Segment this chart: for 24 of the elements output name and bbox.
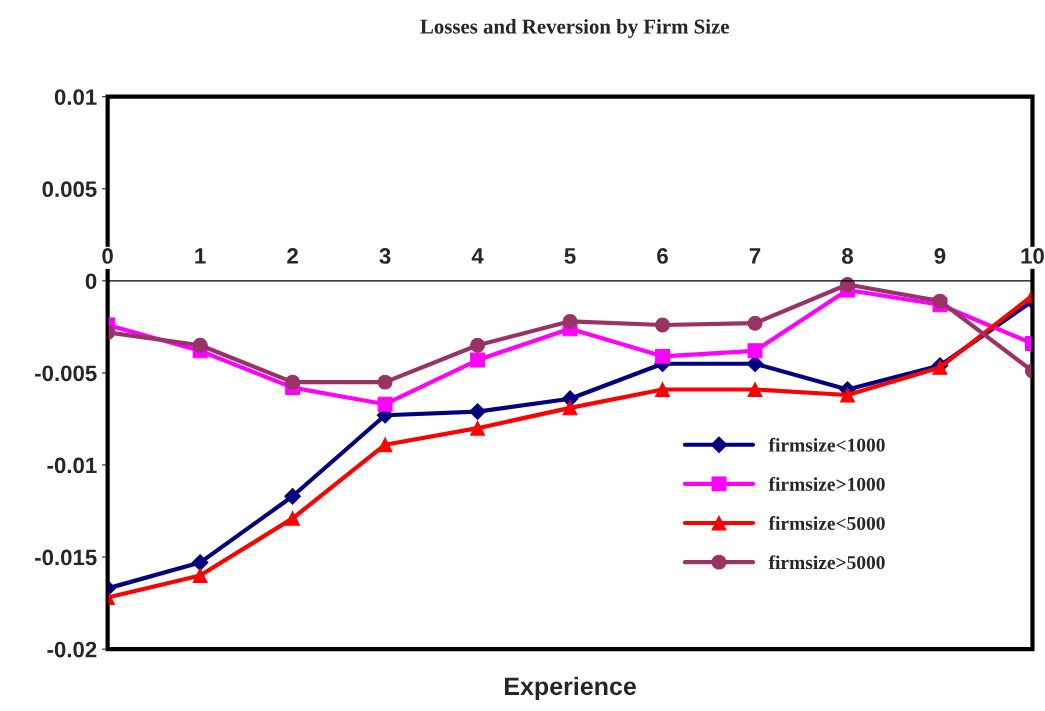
x-tick-label: 4 — [471, 248, 484, 264]
x-tick-label: 6 — [657, 248, 668, 264]
legend-label: firmsize<5000 — [768, 516, 885, 530]
x-tick-label: 5 — [564, 248, 576, 264]
x-tick-label: 3 — [379, 248, 391, 264]
x-tick-label: 9 — [934, 248, 946, 264]
y-tick-label: -0.01 — [47, 457, 97, 474]
legend-label: firmsize>5000 — [768, 555, 885, 570]
y-tick-label: 0.01 — [54, 89, 97, 105]
x-axis-title: Experience — [505, 676, 636, 701]
legend-label: firmsize<1000 — [768, 437, 885, 452]
legend-label: firmsize>1000 — [768, 476, 885, 491]
x-tick-label: 0 — [102, 248, 113, 264]
x-tick-label: 7 — [749, 248, 761, 264]
chart-title: Losses and Reversion by Firm Size — [420, 18, 730, 38]
y-tick-label: -0.02 — [47, 641, 97, 658]
y-tick-label: -0.015 — [35, 549, 97, 566]
y-tick-label: -0.005 — [35, 365, 97, 382]
y-tick-label: 0.005 — [42, 181, 97, 198]
x-tick-label: 1 — [195, 248, 206, 264]
x-tick-label: 10 — [1021, 248, 1044, 264]
x-tick-label: 8 — [842, 248, 853, 264]
y-tick-label: 0 — [85, 273, 97, 290]
x-tick-label: 2 — [287, 248, 298, 264]
